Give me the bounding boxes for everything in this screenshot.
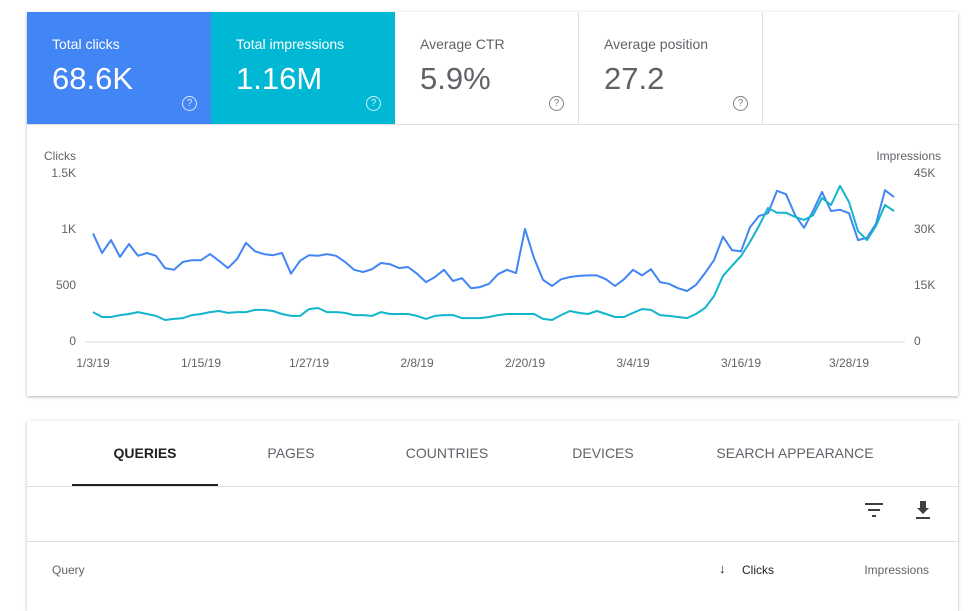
metric-card[interactable]: Total clicks 68.6K? — [27, 12, 211, 124]
x-tick-label: 3/4/19 — [616, 356, 650, 370]
y2-tick-label: 0 — [914, 334, 921, 348]
y2-tick-label: 30K — [914, 222, 935, 236]
help-icon[interactable]: ? — [733, 96, 748, 111]
metric-value: 1.16M — [236, 61, 323, 96]
chart: Clicks Impressions 1.5K1K500045K30K15K01… — [44, 149, 941, 370]
metric-value: 27.2 — [604, 61, 665, 96]
y2-tick-label: 45K — [914, 166, 935, 180]
x-tick-label: 1/3/19 — [76, 356, 110, 370]
tab[interactable]: PAGES — [267, 445, 315, 461]
x-tick-label: 2/20/19 — [505, 356, 545, 370]
help-icon[interactable]: ? — [549, 96, 564, 111]
tab[interactable]: SEARCH APPEARANCE — [716, 445, 874, 461]
page: {"metrics":[{"label":"Total clicks","val… — [27, 12, 958, 577]
download-icon[interactable] — [913, 500, 933, 520]
help-icon[interactable]: ? — [182, 96, 197, 111]
metric-card[interactable]: Average CTR 5.9%? — [395, 12, 579, 124]
metric-label: Average position — [604, 36, 709, 52]
sort-arrow: ↓ — [719, 561, 726, 576]
x-tick-label: 2/8/19 — [400, 356, 434, 370]
metric-card[interactable]: Total impressions 1.16M? — [211, 12, 395, 124]
series-line — [92, 184, 895, 321]
metric-card[interactable]: Average position 27.2? — [579, 12, 763, 124]
y2-axis-title: Impressions — [876, 149, 941, 163]
y-axis-title: Clicks — [44, 149, 76, 163]
help-icon[interactable]: ? — [366, 96, 381, 111]
column-header[interactable]: Impressions — [864, 563, 929, 577]
metric-value: 68.6K — [52, 61, 134, 96]
x-tick-label: 3/16/19 — [721, 356, 761, 370]
x-tick-label: 3/28/19 — [829, 356, 869, 370]
metric-label: Total impressions — [236, 36, 345, 52]
metric-label: Average CTR — [420, 36, 505, 52]
y-tick-label: 1K — [61, 222, 76, 236]
x-tick-label: 1/27/19 — [289, 356, 329, 370]
metric-label: Total clicks — [52, 36, 120, 52]
metric-value: 5.9% — [420, 61, 491, 96]
series-line — [92, 189, 895, 292]
tab[interactable]: DEVICES — [572, 445, 634, 461]
tab-indicator — [72, 484, 218, 486]
tab[interactable]: QUERIES — [113, 445, 177, 461]
tab[interactable]: COUNTRIES — [405, 445, 489, 461]
column-header[interactable]: Clicks — [742, 563, 774, 577]
y-tick-label: 1.5K — [51, 166, 76, 180]
y-tick-label: 0 — [69, 334, 76, 348]
divider — [27, 124, 958, 125]
divider — [27, 541, 958, 542]
x-tick-label: 1/15/19 — [181, 356, 221, 370]
y-tick-label: 500 — [56, 278, 76, 292]
table-panel — [27, 421, 958, 611]
column-header: Query — [52, 563, 85, 577]
filter-icon[interactable] — [864, 500, 886, 520]
y2-tick-label: 15K — [914, 278, 935, 292]
divider — [27, 486, 958, 487]
